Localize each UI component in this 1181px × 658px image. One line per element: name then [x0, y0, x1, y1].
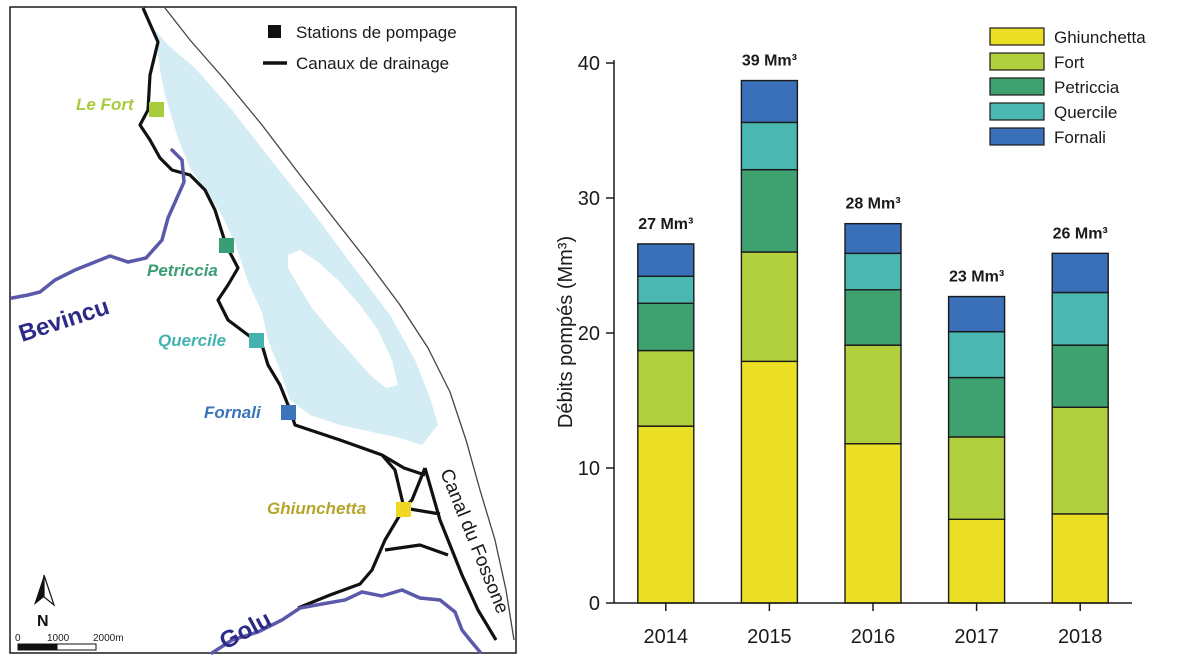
- bar-segment-2014-fort: [637, 349, 695, 427]
- bar-segment-2015-ghiunchetta: [740, 360, 799, 604]
- y-axis: 0 10 20 30 40: [578, 53, 615, 615]
- station-marker-quercile: [249, 333, 264, 348]
- bar-segment-2018-fornali: [1051, 252, 1109, 294]
- station-marker-fornali: [281, 405, 296, 420]
- bar-segment-2015-fornali: [740, 79, 799, 124]
- bar-segment-2017-petriccia: [947, 376, 1006, 438]
- scale-tick-2000: 2000m: [93, 633, 124, 644]
- bar-segment-2014-quercile: [637, 275, 695, 304]
- legend-swatch-fornali: [989, 127, 1045, 146]
- y-tick-label-40: 40: [578, 53, 600, 75]
- x-tick-label-2016: 2016: [851, 626, 896, 648]
- legend-label-quercile: Quercile: [1054, 103, 1117, 122]
- station-marker-petriccia: [219, 238, 234, 253]
- lagoon-island: [288, 250, 398, 388]
- x-axis: 2014 2015 2016 2017 2018: [614, 602, 1132, 648]
- bar-segment-2014-ghiunchetta: [637, 425, 695, 604]
- bar-segment-2018-ghiunchetta: [1051, 513, 1109, 604]
- bar-segment-2017-fornali: [947, 295, 1006, 333]
- total-label-2015: 39 Mm³: [742, 53, 797, 70]
- station-label-petriccia: Petriccia: [147, 261, 218, 280]
- legend-label-fort: Fort: [1054, 53, 1085, 72]
- legend-canals-label: Canaux de drainage: [296, 54, 449, 73]
- bar-segment-2018-fort: [1051, 406, 1109, 515]
- y-tick-label-10: 10: [578, 458, 600, 480]
- chart-legend: Ghiunchetta Fort Petriccia Quercile Fornali: [989, 27, 1146, 147]
- total-label-2017: 23 Mm³: [949, 269, 1004, 286]
- legend-station-symbol: [268, 25, 281, 38]
- station-marker-le-fort: [149, 102, 164, 117]
- legend-swatch-quercile: [989, 102, 1045, 121]
- river-golu: [210, 588, 482, 655]
- total-label-2016: 28 Mm³: [845, 196, 900, 213]
- bar-segment-2015-petriccia: [740, 168, 799, 253]
- legend-swatch-ghiunchetta: [989, 27, 1045, 46]
- bar-segment-2017-ghiunchetta: [947, 518, 1006, 604]
- north-label: N: [37, 613, 49, 630]
- bar-segment-2017-quercile: [947, 330, 1006, 379]
- y-axis-title: Débits pompés (Mm³): [555, 236, 577, 428]
- bar-segment-2018-petriccia: [1051, 344, 1109, 408]
- bar-segment-2016-fornali: [844, 222, 902, 255]
- bar-segment-2016-fort: [844, 344, 902, 445]
- total-label-2018: 26 Mm³: [1053, 225, 1108, 242]
- bar-segment-2016-petriccia: [844, 289, 902, 346]
- rivers: [10, 148, 482, 655]
- bar-segment-2017-fort: [947, 436, 1006, 521]
- x-tick-label-2018: 2018: [1058, 626, 1103, 648]
- bar-stacks: [637, 79, 1109, 604]
- station-label-le-fort: Le Fort: [76, 95, 135, 114]
- x-tick-label-2014: 2014: [644, 626, 689, 648]
- north-arrow-icon: N: [34, 574, 56, 630]
- map-legend: Stations de pompage Canaux de drainage: [263, 23, 457, 73]
- x-tick-label-2017: 2017: [954, 626, 999, 648]
- legend-swatch-fort: [989, 52, 1045, 71]
- scale-tick-1000: 1000: [47, 633, 70, 644]
- y-tick-label-0: 0: [589, 593, 600, 615]
- bar-segment-2016-quercile: [844, 252, 902, 291]
- legend-stations-label: Stations de pompage: [296, 23, 457, 42]
- legend-label-ghiunchetta: Ghiunchetta: [1054, 28, 1146, 47]
- station-label-quercile: Quercile: [158, 331, 226, 350]
- x-tick-label-2015: 2015: [747, 626, 792, 648]
- pumping-stations: [149, 102, 411, 517]
- station-label-fornali: Fornali: [204, 403, 262, 422]
- bar-segment-2018-quercile: [1051, 291, 1109, 346]
- scale-bar: 0 1000 2000m: [15, 633, 124, 651]
- station-label-ghiunchetta: Ghiunchetta: [267, 499, 366, 518]
- total-labels: 27 Mm³ 39 Mm³ 28 Mm³ 23 Mm³ 26 Mm³: [638, 53, 1108, 286]
- chart-panel: 27 Mm³ 39 Mm³ 28 Mm³ 23 Mm³ 26 Mm³ 0 10 20 30 40…: [555, 27, 1146, 648]
- legend-label-fornali: Fornali: [1054, 128, 1106, 147]
- total-label-2014: 27 Mm³: [638, 216, 693, 233]
- y-tick-label-20: 20: [578, 323, 600, 345]
- bar-segment-2016-ghiunchetta: [844, 443, 902, 604]
- bar-segment-2015-fort: [740, 251, 799, 363]
- coastline: [164, 7, 515, 641]
- legend-swatch-petriccia: [989, 77, 1045, 96]
- river-bevincu: [10, 148, 186, 300]
- bar-segment-2014-petriccia: [637, 302, 695, 352]
- legend-label-petriccia: Petriccia: [1054, 78, 1120, 97]
- station-marker-ghiunchetta: [396, 502, 411, 517]
- bar-segment-2015-quercile: [740, 121, 799, 171]
- scale-tick-0: 0: [15, 633, 21, 644]
- map-frame: [9, 6, 517, 654]
- map-panel: Le Fort Petriccia Quercile Fornali Ghiun…: [9, 6, 517, 655]
- y-tick-label-30: 30: [578, 188, 600, 210]
- bar-segment-2014-fornali: [637, 243, 695, 277]
